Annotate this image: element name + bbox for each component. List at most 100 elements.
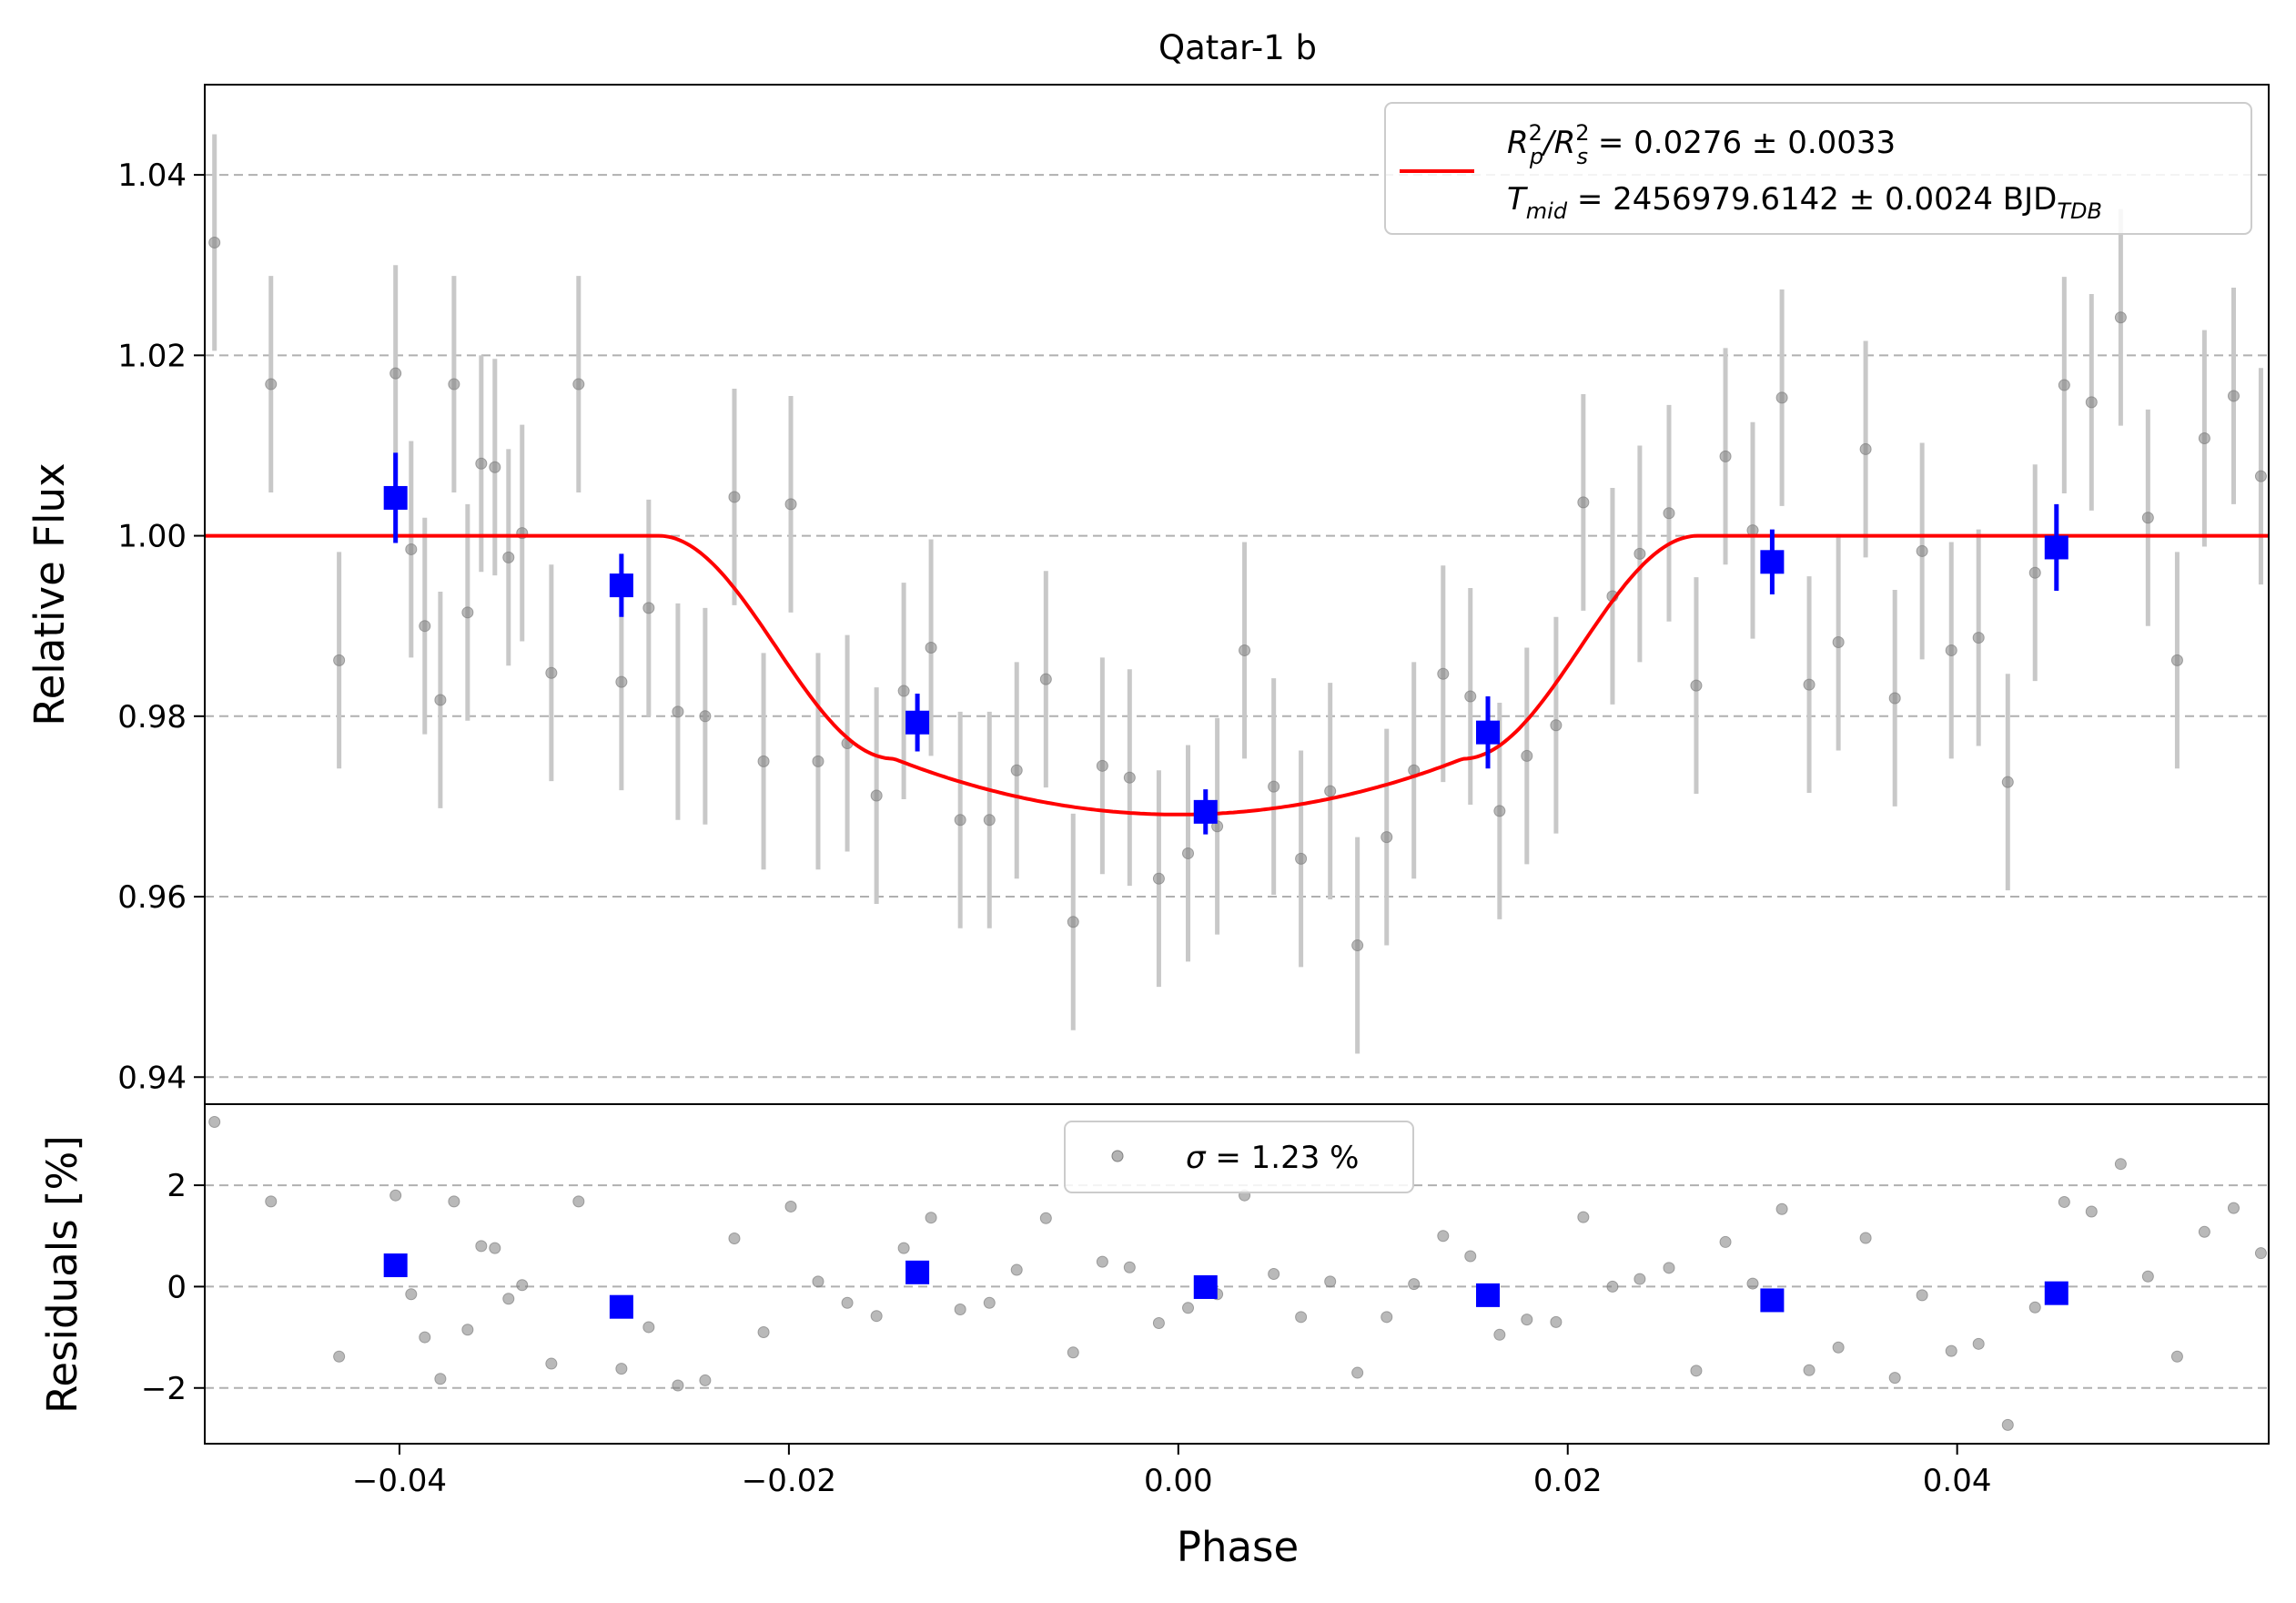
raw-point [784, 498, 797, 511]
transit-model-curve [205, 533, 2269, 817]
residual-point [1803, 1364, 1816, 1376]
residual-point [405, 1288, 418, 1301]
raw-point [1324, 785, 1337, 797]
residual-point [1690, 1365, 1703, 1377]
raw-point [2254, 470, 2267, 482]
residual-point [954, 1303, 966, 1315]
residual-point [1746, 1277, 1759, 1290]
raw-point [1067, 916, 1079, 928]
raw-point [1972, 632, 1985, 644]
top-panel-y-ticks: 0.94 0.96 0.98 1.00 1.02 1.04 [117, 157, 205, 1096]
legend-radius-ratio: R2 p/R2 s = 0.0276 ± 0.0033 [1507, 120, 1896, 169]
top-y-tick-label: 1.04 [117, 157, 187, 194]
raw-point [1010, 764, 1023, 776]
residual-point [728, 1233, 741, 1245]
top-y-tick-label: 0.94 [117, 1060, 187, 1096]
raw-point [812, 755, 824, 767]
x-tick-label: −0.02 [742, 1463, 836, 1499]
bottom-panel-binned-points [383, 1253, 2068, 1319]
raw-point [1945, 644, 1957, 656]
residual-point [1295, 1311, 1308, 1324]
residual-point [1182, 1302, 1195, 1314]
raw-point [1381, 831, 1393, 844]
raw-point [642, 602, 655, 614]
binned-point [2044, 535, 2068, 560]
residual-point [1039, 1212, 1052, 1224]
residual-point [1521, 1314, 1533, 1326]
raw-point [265, 378, 278, 391]
raw-point [2170, 654, 2183, 666]
bottom-panel-grid [205, 1184, 2269, 1389]
raw-point [2028, 566, 2041, 579]
residual-point [1719, 1235, 1732, 1248]
residual-point [502, 1293, 515, 1305]
residual-point [1381, 1311, 1393, 1324]
raw-point [1268, 780, 1280, 793]
raw-point [728, 491, 741, 503]
raw-point [1295, 852, 1308, 865]
residual-point [784, 1200, 797, 1212]
bottom-panel-y-ticks: −2 0 2 [141, 1168, 205, 1407]
top-y-axis-label: Relative Flux [25, 462, 74, 725]
residual-point [672, 1379, 684, 1392]
residual-point [1268, 1268, 1280, 1280]
bottom-legend: σ = 1.23 % [1064, 1121, 1414, 1193]
raw-point [983, 814, 996, 827]
residual-point [2254, 1247, 2267, 1260]
binned-point [383, 485, 408, 510]
residual-point [1832, 1341, 1845, 1354]
raw-point [1152, 872, 1165, 885]
binned-residual-point [383, 1253, 408, 1278]
raw-point [1550, 719, 1563, 732]
raw-point [1464, 690, 1477, 703]
residual-point [757, 1326, 770, 1339]
binned-residual-point [609, 1294, 633, 1319]
raw-point [333, 654, 346, 666]
binned-point [1476, 720, 1501, 745]
residual-point [1096, 1255, 1108, 1268]
residual-point [1859, 1232, 1872, 1244]
raw-point [502, 551, 515, 563]
top-legend-frame [1384, 102, 2252, 235]
residual-point [870, 1310, 883, 1323]
raw-point [2114, 311, 2127, 324]
residual-point [925, 1212, 937, 1224]
residual-point [1663, 1262, 1675, 1274]
residual-point [1945, 1344, 1957, 1357]
raw-point [757, 755, 770, 767]
residual-point [2001, 1418, 2014, 1431]
raw-point [1493, 805, 1506, 817]
residual-point [2227, 1202, 2240, 1214]
residual-point [1324, 1275, 1337, 1288]
raw-point [2085, 396, 2098, 409]
raw-point [1039, 673, 1052, 685]
raw-point [1663, 507, 1675, 520]
binned-point [1760, 550, 1785, 574]
raw-point [1123, 771, 1136, 784]
top-y-tick-label: 1.02 [117, 338, 187, 374]
residual-point [1606, 1280, 1619, 1293]
raw-point [1521, 749, 1533, 762]
residual-point [1123, 1261, 1136, 1273]
raw-point [489, 461, 501, 473]
top-y-tick-label: 1.00 [117, 519, 187, 555]
bottom-legend-marker [1111, 1150, 1124, 1162]
residual-point [1464, 1250, 1477, 1263]
residual-point [516, 1279, 529, 1292]
binned-residual-point [1193, 1274, 1218, 1299]
residual-point [1916, 1289, 1928, 1302]
top-y-tick-label: 0.96 [117, 879, 187, 916]
binned-residual-point [1760, 1288, 1785, 1313]
raw-point [615, 675, 628, 688]
chart-title: Qatar-1 b [1158, 28, 1317, 67]
bottom-panel-x-ticks: −0.04 −0.02 0.00 0.02 0.04 [352, 1444, 1992, 1499]
binned-residual-point [1476, 1283, 1501, 1307]
residual-point [1972, 1337, 1985, 1350]
residual-point [1633, 1273, 1646, 1285]
residual-point [389, 1189, 402, 1202]
raw-point [461, 606, 474, 619]
residual-point [2170, 1350, 2183, 1363]
raw-point [1859, 442, 1872, 455]
raw-point [2058, 379, 2070, 391]
